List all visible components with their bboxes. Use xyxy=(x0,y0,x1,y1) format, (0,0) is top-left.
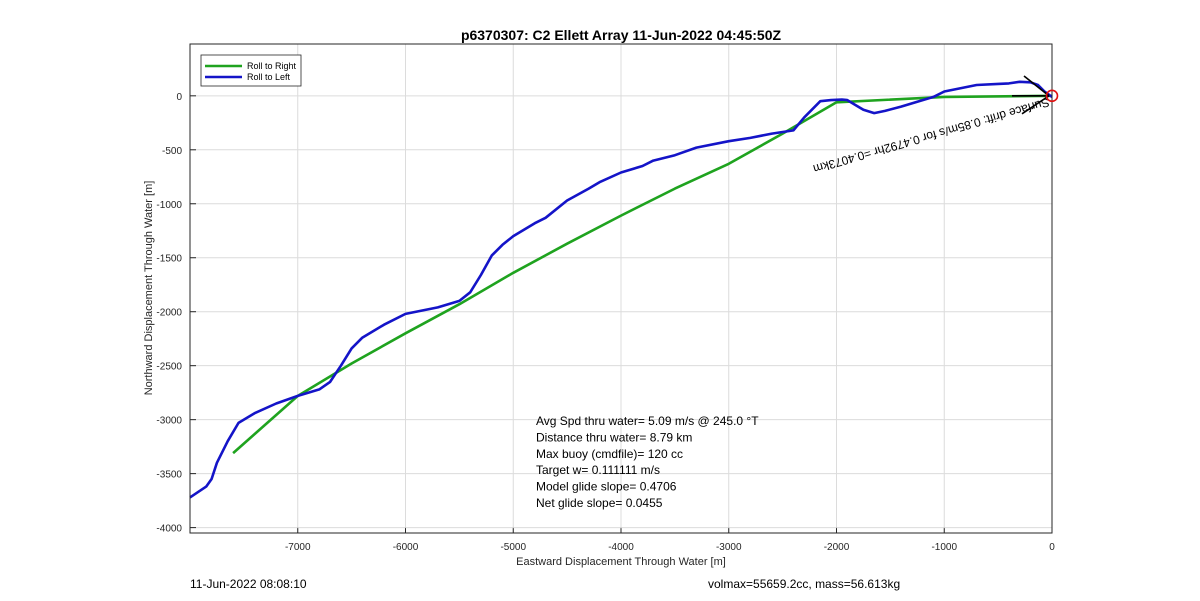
y-tick-label: -4000 xyxy=(156,524,182,535)
y-tick-labels: 0 -500 -1000 -1500 -2000 -2500 -3000 -3500 -4000 xyxy=(156,92,182,535)
series-lines xyxy=(189,80,1053,499)
stats-annotation-block: Avg Spd thru water= 5.09 m/s @ 245.0 °T D… xyxy=(536,414,759,510)
y-tick-label: -2000 xyxy=(156,308,182,319)
chart-title: p6370307: C2 Ellett Array 11-Jun-2022 04… xyxy=(461,27,782,43)
drift-arrows xyxy=(1012,75,1050,115)
y-tick-label: -3500 xyxy=(156,470,182,481)
footer-timestamp: 11-Jun-2022 08:08:10 xyxy=(190,577,307,591)
legend-label: Roll to Right xyxy=(247,61,297,71)
drift-arrow-line xyxy=(1023,75,1050,97)
y-tick-label: -2500 xyxy=(156,362,182,373)
x-tick-labels: -7000 -6000 -5000 -4000 -3000 -2000 -1000 0 xyxy=(285,542,1055,553)
series-roll-to-right-line xyxy=(232,94,1053,455)
legend-box xyxy=(200,54,302,87)
y-tick-label: 0 xyxy=(176,92,182,103)
annotation-line: Model glide slope= 0.4706 xyxy=(536,480,677,494)
annotation-line: Distance thru water= 8.79 km xyxy=(536,430,692,444)
x-tick-label: -4000 xyxy=(608,542,634,553)
series-roll-to-left-line xyxy=(189,80,1053,499)
y-tick-label: -1500 xyxy=(156,254,182,265)
origin-marker xyxy=(1045,89,1059,103)
drift-arrow-line xyxy=(1021,95,1050,115)
annotation-line: Avg Spd thru water= 5.09 m/s @ 245.0 °T xyxy=(536,414,759,428)
grid-lines xyxy=(190,44,1053,533)
x-tick-label: -2000 xyxy=(824,542,850,553)
surface-drift-label: Surface drift: 0.85m/s for 0.4792hr =0.4… xyxy=(812,95,1052,176)
x-tick-label: -7000 xyxy=(285,542,311,553)
y-tick-label: -3000 xyxy=(156,416,182,427)
x-tick-label: -1000 xyxy=(931,542,957,553)
y-tick-label: -500 xyxy=(162,146,182,157)
plot-frame xyxy=(189,43,1053,534)
y-tick-label: -1000 xyxy=(156,200,182,211)
annotation-line: Target w= 0.111111 m/s xyxy=(536,463,660,477)
x-tick-label: -5000 xyxy=(500,542,526,553)
x-tick-label: -3000 xyxy=(716,542,742,553)
y-axis-label: Northward Displacement Through Water [m] xyxy=(143,181,155,396)
legend-label: Roll to Left xyxy=(247,72,291,82)
x-axis-label: Eastward Displacement Through Water [m] xyxy=(516,556,726,568)
annotation-line: Net glide slope= 0.0455 xyxy=(536,496,663,510)
x-tick-label: 0 xyxy=(1049,542,1055,553)
x-tick-label: -6000 xyxy=(393,542,419,553)
footer-mass-info: volmax=55659.2cc, mass=56.613kg xyxy=(708,577,901,591)
annotation-line: Max buoy (cmdfile)= 120 cc xyxy=(536,447,683,461)
